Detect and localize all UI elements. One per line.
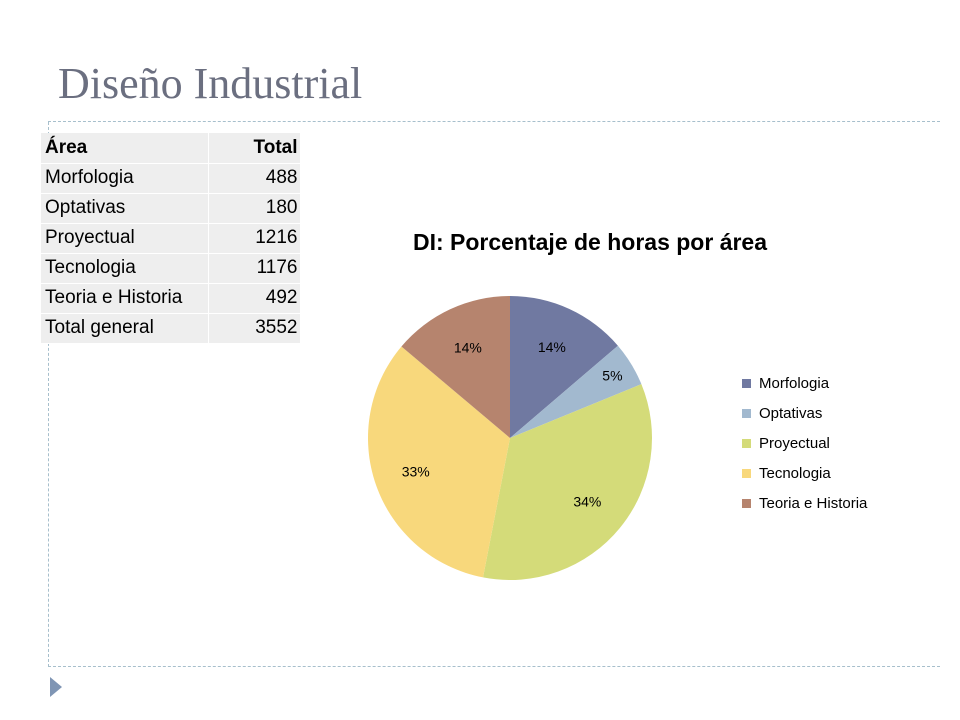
row-total: 1176 xyxy=(208,253,301,284)
table-row: Optativas 180 xyxy=(41,193,301,224)
header-total: Total xyxy=(208,133,301,164)
data-label-tecnologia: 33% xyxy=(402,463,430,479)
table-header-row: Área Total xyxy=(41,133,301,164)
header-area: Área xyxy=(41,133,209,164)
chart-title: DI: Porcentaje de horas por área xyxy=(412,229,768,255)
legend-swatch xyxy=(742,438,751,448)
legend-swatch xyxy=(742,498,751,508)
pie-slice-tecnologia xyxy=(368,346,510,578)
row-total: 488 xyxy=(208,163,301,194)
legend-swatch xyxy=(742,408,751,418)
data-label-proyectual: 34% xyxy=(573,493,601,509)
pie-slice-proyectual xyxy=(483,384,653,580)
data-label-teoria-e-historia: 14% xyxy=(454,339,482,355)
row-area: Tecnologia xyxy=(41,253,209,284)
row-area: Optativas xyxy=(41,193,209,224)
row-total: 1216 xyxy=(208,223,301,254)
data-label-morfologia: 14% xyxy=(538,339,566,355)
table-row-total: Total general 3552 xyxy=(41,313,301,344)
pie-slice-teoria-e-historia xyxy=(401,296,510,438)
row-area: Proyectual xyxy=(41,223,209,254)
row-area: Morfologia xyxy=(41,163,209,194)
top-divider xyxy=(48,121,940,122)
table-row: Morfologia 488 xyxy=(41,163,301,194)
legend-swatch xyxy=(742,378,751,388)
pie-slice-optativas xyxy=(510,345,642,438)
chart-legend: Morfologia Optativas Proyectual Tecnologia T… xyxy=(742,368,867,518)
bottom-divider xyxy=(48,666,940,667)
row-total: 3552 xyxy=(208,313,301,344)
table-row: Teoria e Historia 492 xyxy=(41,283,301,314)
legend-item-tecnologia: Tecnologia xyxy=(742,458,867,488)
legend-label: Proyectual xyxy=(759,434,830,452)
legend-label: Morfologia xyxy=(759,374,830,392)
slide-title: Diseño Industrial xyxy=(58,59,363,108)
table-row: Tecnologia 1176 xyxy=(41,253,301,284)
row-total: 492 xyxy=(208,283,301,314)
row-total: 180 xyxy=(208,193,301,224)
legend-item-morfologia: Morfologia xyxy=(742,368,867,398)
row-area: Total general xyxy=(41,313,209,344)
legend-label: Teoria e Historia xyxy=(759,494,868,512)
hours-table: Área Total Morfologia 488 Optativas 180 … xyxy=(41,133,301,344)
pie-slice-morfologia xyxy=(510,296,618,438)
data-label-optativas: 5% xyxy=(602,367,622,383)
legend-label: Optativas xyxy=(759,404,823,422)
table-row: Proyectual 1216 xyxy=(41,223,301,254)
legend-label: Tecnologia xyxy=(759,464,831,482)
next-slide-arrow-icon[interactable] xyxy=(50,677,62,697)
legend-item-optativas: Optativas xyxy=(742,398,867,428)
legend-swatch xyxy=(742,468,751,478)
legend-item-teoria-e-historia: Teoria e Historia xyxy=(742,488,867,518)
left-divider xyxy=(48,122,49,667)
row-area: Teoria e Historia xyxy=(41,283,209,314)
legend-item-proyectual: Proyectual xyxy=(742,428,867,458)
